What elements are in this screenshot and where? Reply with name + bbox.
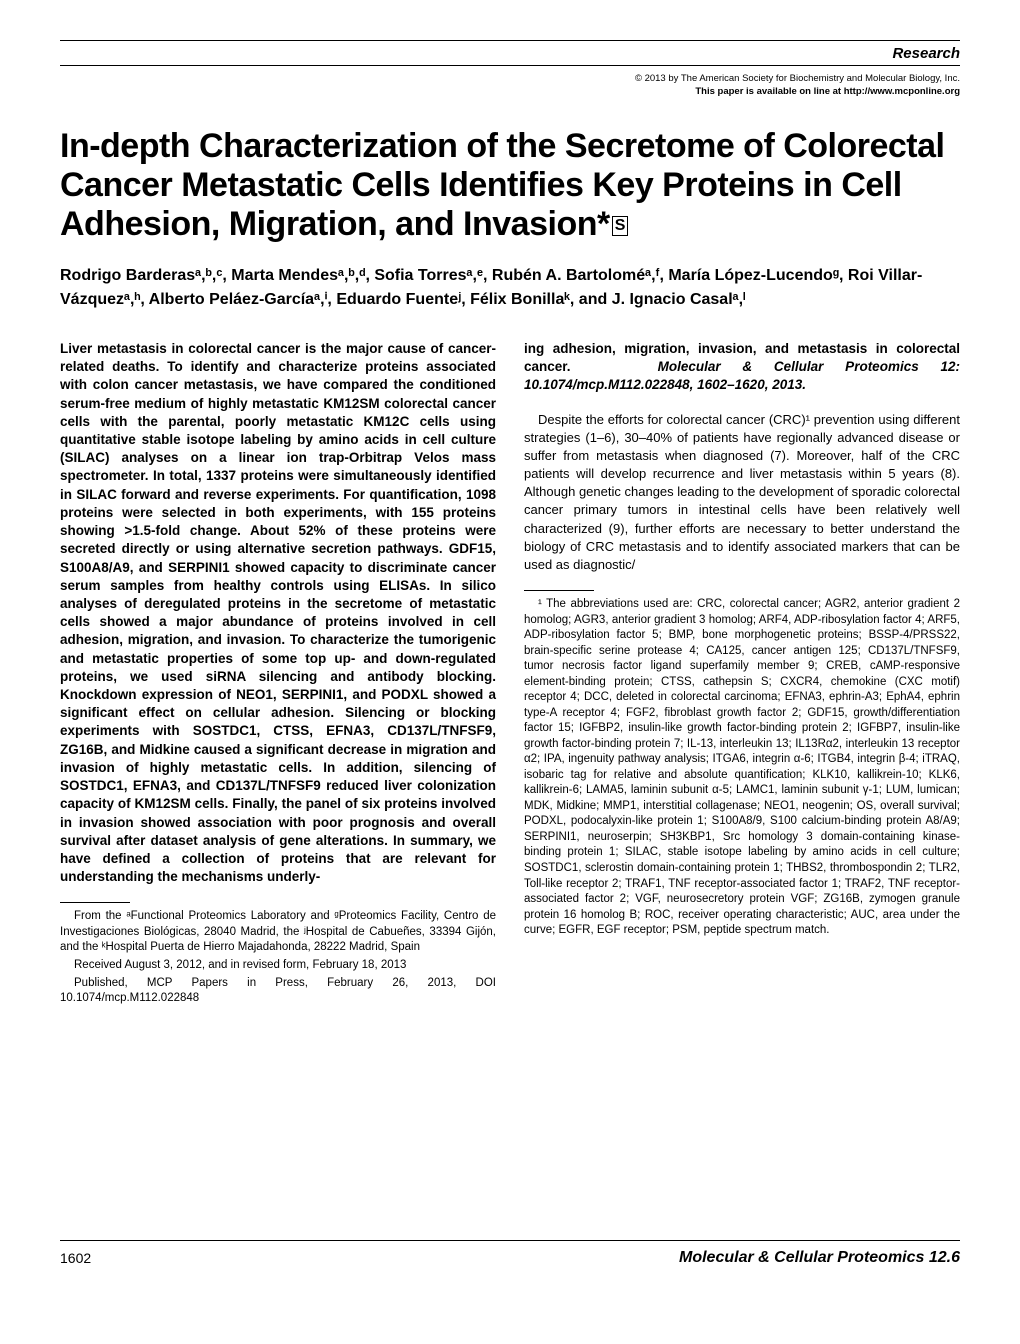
copyright-block: © 2013 by The American Society for Bioch…: [60, 72, 960, 99]
supplement-icon: S: [612, 216, 628, 236]
two-column-body: Liver metastasis in colorectal cancer is…: [60, 340, 960, 1220]
abstract-left: Liver metastasis in colorectal cancer is…: [60, 340, 496, 887]
citation: Molecular & Cellular Proteomics 12: 10.1…: [524, 359, 960, 392]
title-text: In-depth Characterization of the Secreto…: [60, 127, 944, 243]
page-footer: 1602 Molecular & Cellular Proteomics 12.…: [60, 1240, 960, 1267]
affiliations: From the ᵃFunctional Proteomics Laborato…: [60, 909, 496, 956]
abstract-right: ing adhesion, migration, invasion, and m…: [524, 340, 960, 395]
footnote-divider: [524, 590, 594, 591]
article-title: In-depth Characterization of the Secreto…: [60, 127, 960, 244]
received-date: Received August 3, 2012, and in revised …: [60, 958, 496, 974]
header-row: Research: [60, 45, 960, 66]
top-rule: [60, 40, 960, 41]
section-label: Research: [892, 45, 960, 62]
affil-divider: [60, 902, 130, 903]
page-number: 1602: [60, 1250, 91, 1266]
copyright-text: © 2013 by The American Society for Bioch…: [60, 72, 960, 85]
journal-name: Molecular & Cellular Proteomics 12.6: [679, 1249, 960, 1267]
author-list: Rodrigo Barderasᵃ,ᵇ,ᶜ, Marta Mendesᵃ,ᵇ,ᵈ…: [60, 264, 960, 312]
availability-text: This paper is available on line at http:…: [60, 85, 960, 98]
body-paragraph: Despite the efforts for colorectal cance…: [524, 411, 960, 575]
abbreviations-footnote: ¹ The abbreviations used are: CRC, color…: [524, 597, 960, 938]
published-info: Published, MCP Papers in Press, February…: [60, 976, 496, 1007]
